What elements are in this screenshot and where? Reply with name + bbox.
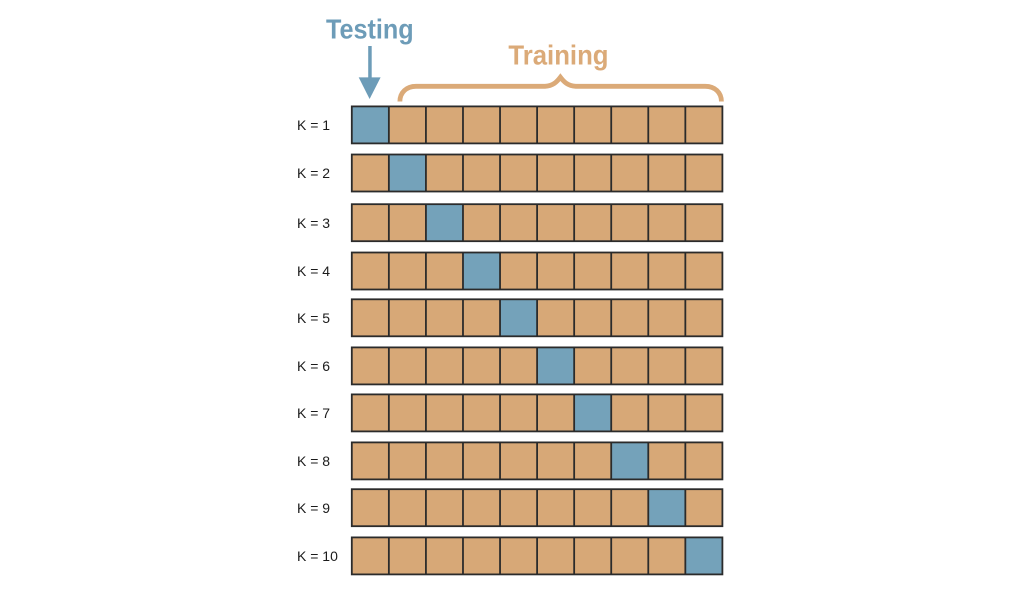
svg-text:K = 6: K = 6 xyxy=(297,358,330,374)
svg-text:K = 8: K = 8 xyxy=(297,453,330,469)
svg-text:K = 1: K = 1 xyxy=(297,117,330,133)
svg-text:Testing: Testing xyxy=(326,13,414,45)
svg-text:K = 9: K = 9 xyxy=(297,500,330,516)
svg-text:K = 2: K = 2 xyxy=(297,165,330,181)
svg-text:Training: Training xyxy=(508,40,608,71)
svg-text:K = 7: K = 7 xyxy=(297,405,330,421)
svg-text:K = 4: K = 4 xyxy=(297,263,330,279)
svg-text:K = 3: K = 3 xyxy=(297,215,330,231)
svg-text:K = 5: K = 5 xyxy=(297,310,330,326)
svg-text:K = 10: K = 10 xyxy=(297,548,338,564)
